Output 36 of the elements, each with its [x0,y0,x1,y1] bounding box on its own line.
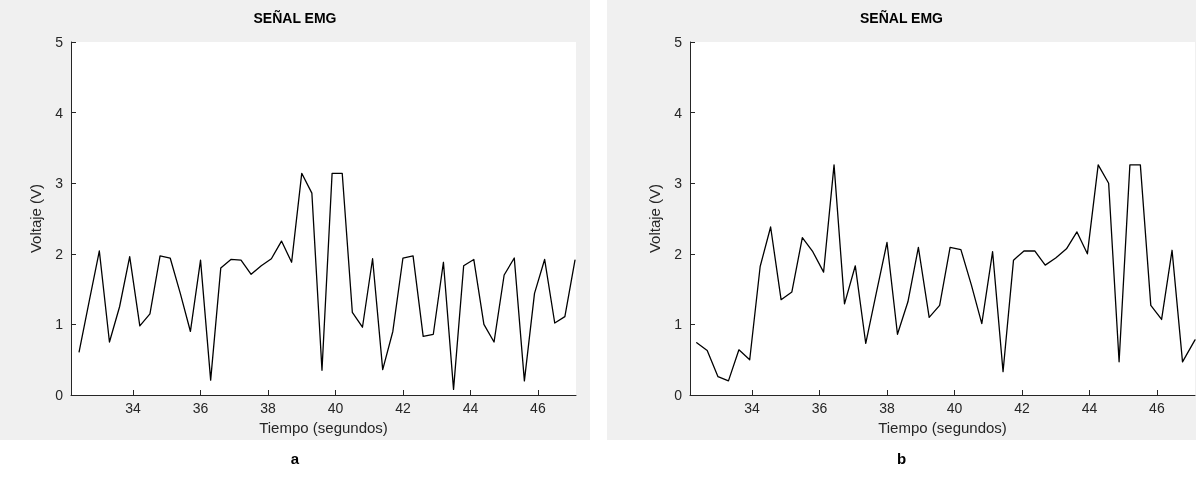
text: a [289,450,301,467]
chart-title: SEÑAL EMG [860,9,944,26]
x-tick-label: 38 [260,400,276,416]
chart-title: SEÑAL EMG [253,9,337,26]
x-tick-label: 40 [327,400,344,416]
x-tick-label: 46 [1149,400,1165,416]
y-tick-label: 5 [674,34,683,50]
y-tick-label: 4 [674,104,683,121]
x-tick-label: 36 [811,400,828,416]
y-tick-label: 3 [55,175,64,192]
y-tick-label: 4 [55,104,64,121]
x-tick-label: 42 [1014,400,1030,416]
y-tick-label: 2 [674,245,683,262]
x-axis-title: Tiempo (segundos) [259,418,388,436]
line-series [78,172,576,390]
y-axis-title: Voltaje (V) [646,183,663,254]
x-tick-label: 42 [395,400,411,416]
x-tick-label: 44 [462,400,479,416]
x-tick-label: 44 [1081,400,1098,416]
y-tick-label: 5 [55,34,64,50]
y-tick-label: 2 [55,245,64,262]
y-tick-label: 1 [55,316,64,333]
x-tick-label: 38 [879,400,895,416]
text: b [895,450,908,467]
x-tick-label: 36 [192,400,209,416]
x-tick-label: 40 [946,400,963,416]
y-tick-label: 3 [674,175,683,192]
y-axis-title: Voltaje (V) [27,183,44,254]
y-tick-label: 0 [55,387,64,403]
y-tick-label: 0 [674,387,683,403]
x-axis-title: Tiempo (segundos) [878,418,1007,436]
x-tick-label: 46 [530,400,546,416]
line-series [696,164,1196,382]
x-tick-label: 34 [744,400,761,416]
x-tick-label: 34 [125,400,142,416]
y-tick-label: 1 [674,316,683,333]
